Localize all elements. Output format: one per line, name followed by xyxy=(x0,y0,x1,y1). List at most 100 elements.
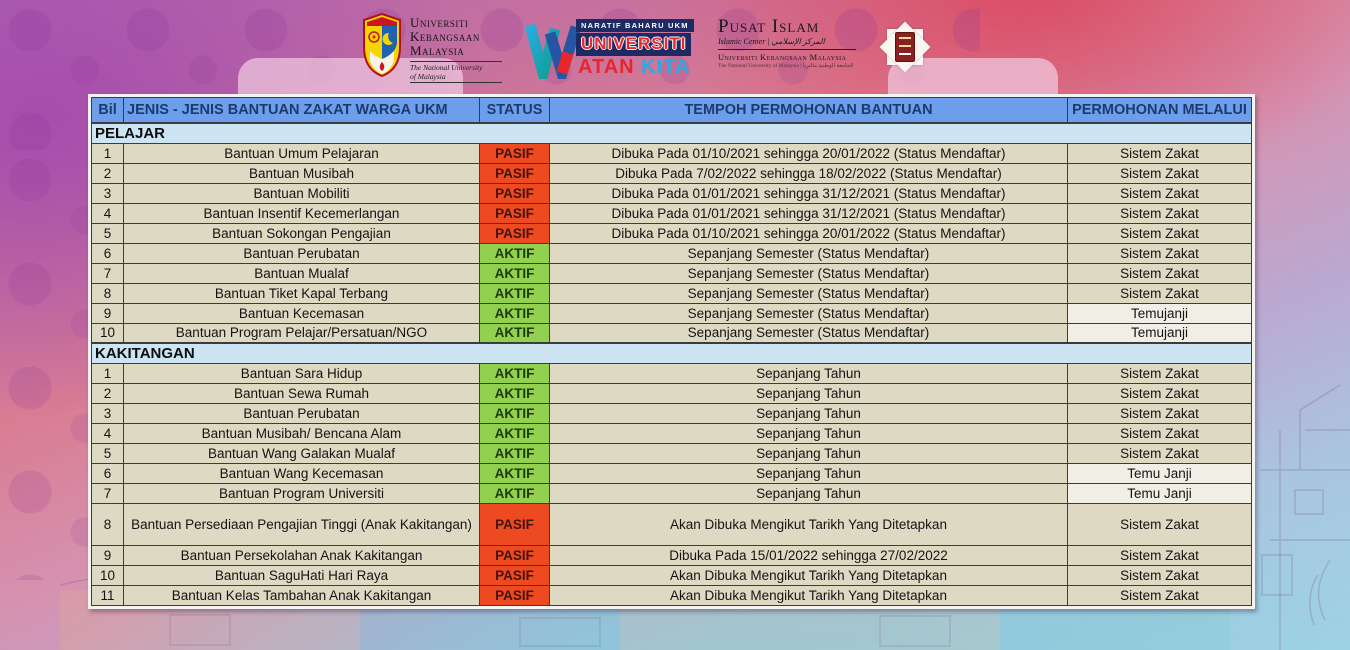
status-badge: AKTIF xyxy=(479,363,550,384)
table-row: 8 Bantuan Tiket Kapal Terbang AKTIF Sepanja… xyxy=(91,282,1252,304)
ukm-wordmark: Universiti Kebangsaan Malaysia The Natio… xyxy=(410,13,502,84)
channel-value: Sistem Zakat xyxy=(1067,222,1252,244)
ukm-name-line2: Kebangsaan xyxy=(410,29,480,45)
bantuan-name: Bantuan Sewa Rumah xyxy=(123,383,480,404)
table-row: 6 Bantuan Perubatan AKTIF Sepanjang Semeste… xyxy=(91,242,1252,264)
row-number: 8 xyxy=(91,282,124,304)
row-number: 7 xyxy=(91,262,124,284)
row-number: 10 xyxy=(91,565,124,586)
bantuan-name: Bantuan Sokongan Pengajian xyxy=(123,222,480,244)
tempoh-value: Dibuka Pada 01/10/2021 sehingga 20/01/20… xyxy=(549,142,1068,164)
bantuan-zakat-table-frame: Bil JENIS - JENIS BANTUAN ZAKAT WARGA UK… xyxy=(88,94,1255,609)
channel-value: Sistem Zakat xyxy=(1067,545,1252,566)
tempoh-value: Sepanjang Semester (Status Mendaftar) xyxy=(549,262,1068,284)
status-badge: AKTIF xyxy=(479,242,550,264)
table-row: 9 Bantuan Kecemasan AKTIF Sepanjang Semeste… xyxy=(91,302,1252,324)
header-melalui: PERMOHONAN MELALUI xyxy=(1067,97,1252,123)
table-row: 10 Bantuan Program Pelajar/Persatuan/NGO A… xyxy=(91,322,1252,344)
status-badge: AKTIF xyxy=(479,443,550,464)
table-row: 2 Bantuan Sewa Rumah AKTIF Sepanjang Tahun S… xyxy=(91,383,1252,404)
section-row-kakitangan: KAKITANGAN xyxy=(91,342,1252,364)
pusat-islam-org: Universiti Kebangsaan Malaysia xyxy=(718,52,847,62)
row-number: 3 xyxy=(91,182,124,204)
status-badge: PASIF xyxy=(479,503,550,546)
row-number: 10 xyxy=(91,322,124,344)
row-number: 8 xyxy=(91,503,124,546)
tempoh-value: Sepanjang Semester (Status Mendaftar) xyxy=(549,242,1068,264)
channel-value: Temu Janji xyxy=(1067,463,1252,484)
bantuan-name: Bantuan Insentif Kecemerlangan xyxy=(123,202,480,224)
bantuan-table-body: PELAJAR 1 Bantuan Umum Pelajaran PASIF Dibuk… xyxy=(91,121,1252,606)
tempoh-value: Dibuka Pada 01/10/2021 sehingga 20/01/20… xyxy=(549,222,1068,244)
bantuan-name: Bantuan Program Pelajar/Persatuan/NGO xyxy=(123,322,480,344)
channel-value: Temujanji xyxy=(1067,302,1252,324)
row-number: 2 xyxy=(91,162,124,184)
watan-universiti: UNIVERSITI xyxy=(576,33,692,56)
bantuan-name: Bantuan Sara Hidup xyxy=(123,363,480,384)
channel-value: Sistem Zakat xyxy=(1067,282,1252,304)
header-banner: Universiti Kebangsaan Malaysia The Natio… xyxy=(362,13,932,85)
table-row: 6 Bantuan Wang Kecemasan AKTIF Sepanjang Ta… xyxy=(91,463,1252,484)
status-badge: PASIF xyxy=(479,142,550,164)
channel-value: Sistem Zakat xyxy=(1067,202,1252,224)
ukm-name-line3: Malaysia xyxy=(410,43,465,59)
row-number: 6 xyxy=(91,242,124,264)
tempoh-value: Akan Dibuka Mengikut Tarikh Yang Ditetap… xyxy=(549,585,1068,606)
bantuan-name: Bantuan Musibah xyxy=(123,162,480,184)
watan-kita-logo: NARATIF BAHARU UKM UNIVERSITI ATAN KITA xyxy=(524,13,696,85)
header-jenis: JENIS - JENIS BANTUAN ZAKAT WARGA UKM xyxy=(123,97,480,123)
bantuan-name: Bantuan SaguHati Hari Raya xyxy=(123,565,480,586)
status-badge: PASIF xyxy=(479,222,550,244)
row-number: 9 xyxy=(91,545,124,566)
channel-value: Sistem Zakat xyxy=(1067,142,1252,164)
row-number: 2 xyxy=(91,383,124,404)
table-row: 10 Bantuan SaguHati Hari Raya PASIF Akan Di… xyxy=(91,565,1252,586)
status-badge: AKTIF xyxy=(479,302,550,324)
table-row: 3 Bantuan Perubatan AKTIF Sepanjang Tahun Si… xyxy=(91,403,1252,424)
tempoh-value: Akan Dibuka Mengikut Tarikh Yang Ditetap… xyxy=(549,565,1068,586)
bantuan-name: Bantuan Persediaan Pengajian Tinggi (Ana… xyxy=(123,503,480,546)
bantuan-name: Bantuan Wang Kecemasan xyxy=(123,463,480,484)
status-badge: AKTIF xyxy=(479,423,550,444)
section-label: KAKITANGAN xyxy=(91,342,1252,364)
channel-value: Temu Janji xyxy=(1067,483,1252,504)
channel-value: Sistem Zakat xyxy=(1067,363,1252,384)
tempoh-value: Dibuka Pada 15/01/2022 sehingga 27/02/20… xyxy=(549,545,1068,566)
bantuan-name: Bantuan Kelas Tambahan Anak Kakitangan xyxy=(123,585,480,606)
table-row: 4 Bantuan Musibah/ Bencana Alam AKTIF Sepan… xyxy=(91,423,1252,444)
table-row: 5 Bantuan Sokongan Pengajian PASIF Dibuka P… xyxy=(91,222,1252,244)
channel-value: Sistem Zakat xyxy=(1067,585,1252,606)
table-row: 1 Bantuan Sara Hidup AKTIF Sepanjang Tahun S… xyxy=(91,363,1252,384)
table-row: 8 Bantuan Persediaan Pengajian Tinggi (An… xyxy=(91,503,1252,546)
ukm-crest-icon xyxy=(363,13,401,77)
status-badge: PASIF xyxy=(479,545,550,566)
bantuan-table: Bil JENIS - JENIS BANTUAN ZAKAT WARGA UK… xyxy=(91,97,1252,606)
status-badge: PASIF xyxy=(479,182,550,204)
status-badge: AKTIF xyxy=(479,403,550,424)
channel-value: Sistem Zakat xyxy=(1067,565,1252,586)
channel-value: Sistem Zakat xyxy=(1067,403,1252,424)
bantuan-name: Bantuan Mobiliti xyxy=(123,182,480,204)
bantuan-name: Bantuan Persekolahan Anak Kakitangan xyxy=(123,545,480,566)
channel-value: Sistem Zakat xyxy=(1067,503,1252,546)
tempoh-value: Sepanjang Tahun xyxy=(549,403,1068,424)
status-badge: PASIF xyxy=(479,585,550,606)
tempoh-value: Sepanjang Tahun xyxy=(549,483,1068,504)
table-row: 2 Bantuan Musibah PASIF Dibuka Pada 7/02/20… xyxy=(91,162,1252,184)
table-row: 5 Bantuan Wang Galakan Mualaf AKTIF Sepanja… xyxy=(91,443,1252,464)
tempoh-value: Sepanjang Tahun xyxy=(549,363,1068,384)
tempoh-value: Sepanjang Semester (Status Mendaftar) xyxy=(549,302,1068,324)
row-number: 1 xyxy=(91,363,124,384)
tempoh-value: Dibuka Pada 01/01/2021 sehingga 31/12/20… xyxy=(549,202,1068,224)
watan-tagline: NARATIF BAHARU UKM xyxy=(576,19,694,32)
header-status: STATUS xyxy=(479,97,550,123)
tempoh-value: Dibuka Pada 7/02/2022 sehingga 18/02/202… xyxy=(549,162,1068,184)
status-badge: PASIF xyxy=(479,202,550,224)
bantuan-name: Bantuan Program Universiti xyxy=(123,483,480,504)
table-row: 1 Bantuan Umum Pelajaran PASIF Dibuka Pada … xyxy=(91,142,1252,164)
divider xyxy=(718,49,856,50)
tempoh-value: Sepanjang Semester (Status Mendaftar) xyxy=(549,282,1068,304)
channel-value: Sistem Zakat xyxy=(1067,162,1252,184)
ukm-slogan: The National University of Malaysia xyxy=(410,61,502,84)
status-badge: AKTIF xyxy=(479,262,550,284)
